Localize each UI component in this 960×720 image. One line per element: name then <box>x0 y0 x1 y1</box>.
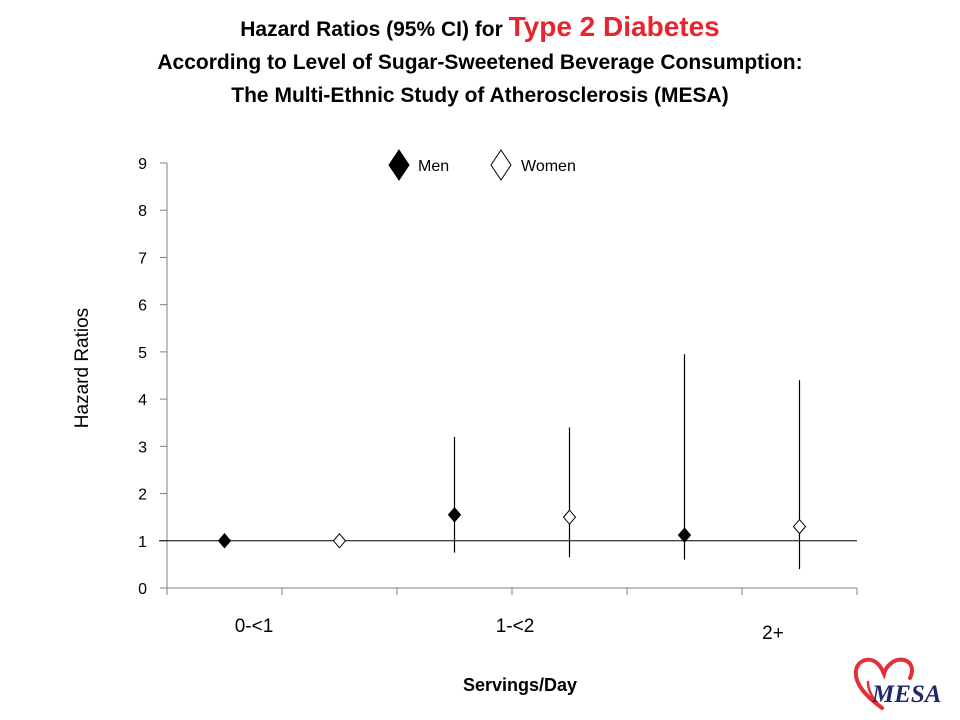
title-prefix: Hazard Ratios (95% CI) for <box>240 18 509 41</box>
chart-legend: Men Women <box>388 149 576 181</box>
title-line-3: The Multi-Ethnic Study of Atherosclerosi… <box>231 84 729 107</box>
x-category-label: 2+ <box>762 623 784 644</box>
chart-marks <box>159 354 857 570</box>
data-point-women <box>562 509 577 525</box>
y-tick-label: 5 <box>138 345 147 362</box>
data-point-men <box>447 507 462 523</box>
data-point-women <box>792 518 807 535</box>
legend-marker-women <box>490 149 512 181</box>
title-line-1: Hazard Ratios (95% CI) for Type 2 Diabet… <box>0 10 960 46</box>
y-tick-label: 9 <box>138 156 147 173</box>
legend-label-men: Men <box>418 158 449 175</box>
x-category-label: 1-<2 <box>496 616 535 637</box>
y-tick-label: 7 <box>138 250 147 267</box>
data-point-men <box>217 533 232 549</box>
y-tick-label: 3 <box>138 439 147 456</box>
heart-logo-icon: MESA <box>853 657 941 710</box>
mesa-logo: MESA <box>848 652 948 714</box>
title-highlight: Type 2 Diabetes <box>508 11 720 42</box>
chart-axes: 0 1 2 3 4 5 6 7 8 9 0-<1 1-<2 2+ <box>138 156 858 644</box>
data-point-women <box>332 533 347 549</box>
data-point-men <box>677 527 692 543</box>
x-axis-label: Servings/Day <box>463 675 577 695</box>
y-tick-label: 2 <box>138 487 147 504</box>
y-tick-label: 1 <box>138 534 147 551</box>
x-category-label: 0-<1 <box>235 616 274 637</box>
y-tick-label: 0 <box>138 581 147 598</box>
legend-label-women: Women <box>521 158 576 175</box>
legend-marker-men <box>388 149 410 181</box>
y-axis-label: Hazard Ratios <box>72 308 93 428</box>
logo-text: MESA <box>871 681 941 708</box>
chart-title: Hazard Ratios (95% CI) for Type 2 Diabet… <box>0 10 960 112</box>
y-tick-label: 8 <box>138 203 147 220</box>
y-tick-label: 6 <box>138 298 147 315</box>
title-line-2: According to Level of Sugar-Sweetened Be… <box>157 51 803 74</box>
y-tick-label: 4 <box>138 392 147 409</box>
